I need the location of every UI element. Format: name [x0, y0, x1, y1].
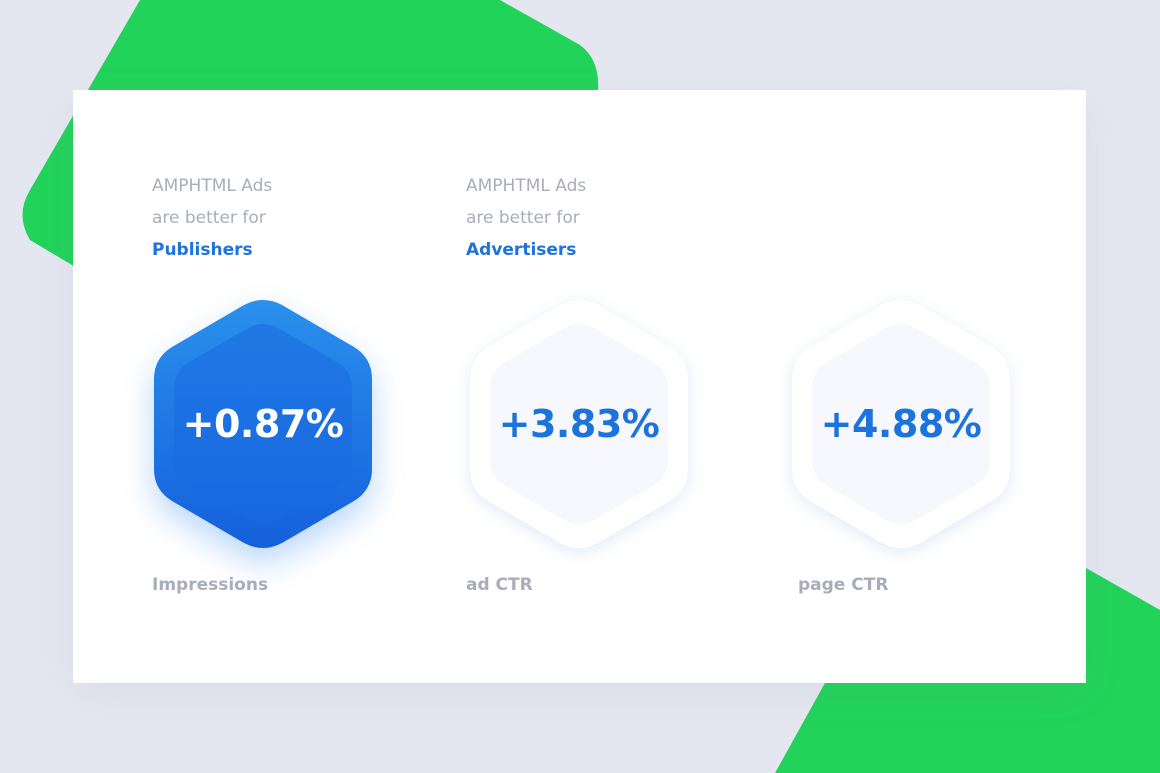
- ad-ctr-label: ad CTR: [466, 575, 533, 595]
- page-ctr-label: page CTR: [798, 575, 889, 595]
- advertisers-intro-line1: AMPHTML Ads: [466, 176, 587, 196]
- page-ctr-metric: +4.88%: [782, 295, 1020, 553]
- advertisers-intro: AMPHTML Ads are better for Advertisers: [466, 170, 586, 266]
- publishers-intro-line2: are better for: [152, 208, 266, 228]
- publishers-intro-line1: AMPHTML Ads: [152, 176, 273, 196]
- impressions-metric: +0.87%: [144, 295, 382, 562]
- impressions-value: +0.87%: [182, 402, 344, 446]
- advertisers-intro-line2: are better for: [466, 208, 580, 228]
- white-hexagon-icon: [470, 300, 688, 552]
- impressions-label: Impressions: [152, 575, 269, 595]
- publishers-highlight: Publishers: [152, 240, 253, 260]
- publishers-intro: AMPHTML Ads are better for Publishers: [152, 170, 272, 266]
- stats-card: AMPHTML Ads are better for Publishers AM…: [73, 90, 1086, 683]
- blue-hexagon-icon: [154, 300, 372, 562]
- green-shape-bottom-right: [775, 568, 1160, 773]
- advertisers-highlight: Advertisers: [466, 240, 577, 260]
- white-hexagon-icon: [792, 300, 1010, 552]
- ad-ctr-metric: +3.83%: [460, 295, 698, 553]
- page-ctr-value: +4.88%: [820, 402, 982, 446]
- ad-ctr-value: +3.83%: [498, 402, 660, 446]
